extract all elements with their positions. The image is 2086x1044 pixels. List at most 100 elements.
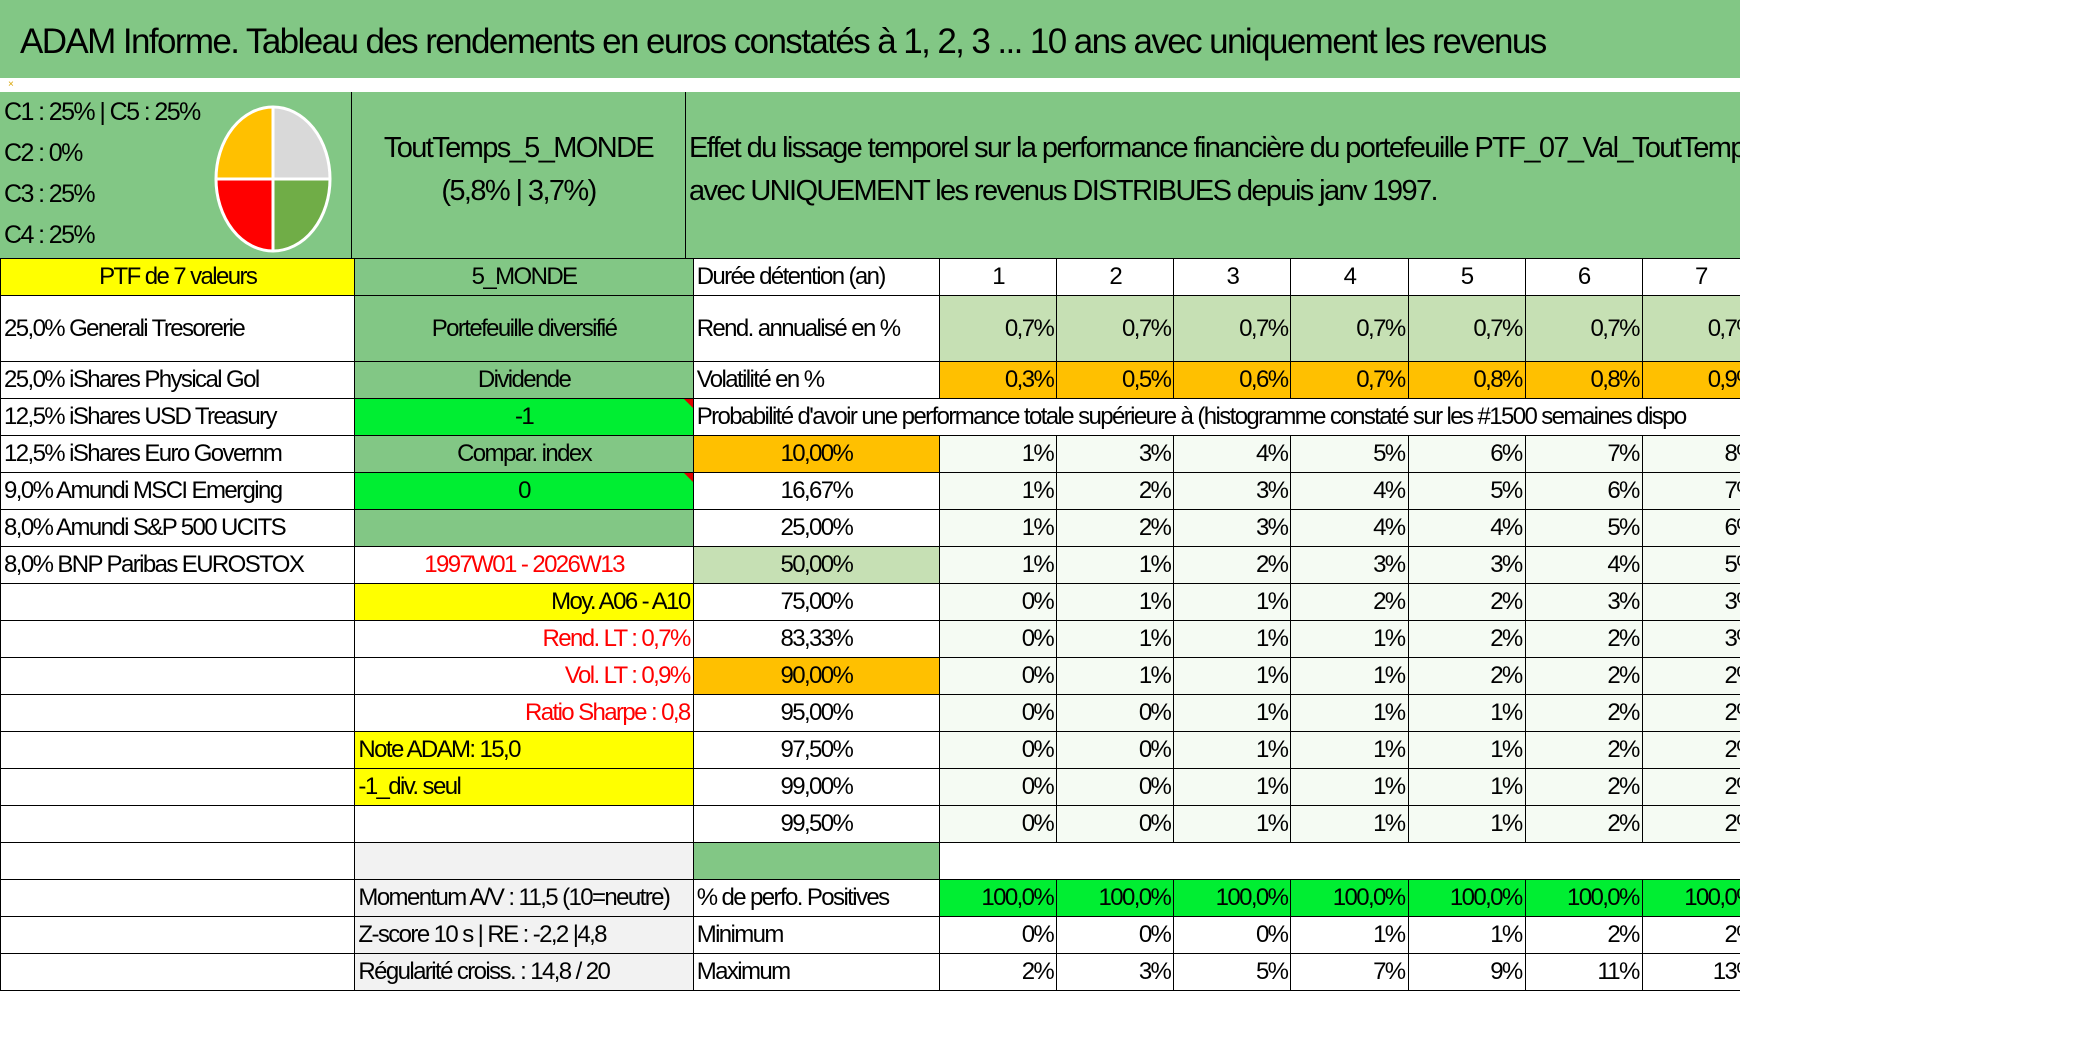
proba-value[interactable]: 2%: [1407, 620, 1526, 658]
positives-value[interactable]: 100,0%: [1407, 879, 1526, 917]
proba-value[interactable]: 4%: [1407, 509, 1526, 547]
proba-value[interactable]: 2%: [1173, 546, 1292, 584]
proba-value[interactable]: 1%: [1173, 694, 1292, 732]
moy-label[interactable]: Moy. A06 - A10: [354, 583, 694, 621]
empty-cell[interactable]: [0, 879, 356, 917]
empty-cell[interactable]: [354, 509, 694, 547]
proba-threshold[interactable]: 83,33%: [692, 620, 941, 658]
rend-value[interactable]: 0,7%: [1524, 295, 1643, 362]
proba-value[interactable]: 5%: [1641, 546, 1740, 584]
proba-value[interactable]: 0%: [939, 731, 1058, 769]
proba-threshold[interactable]: 50,00%: [692, 546, 941, 584]
year-3[interactable]: 3: [1173, 258, 1292, 296]
proba-value[interactable]: 3%: [1524, 583, 1643, 621]
proba-header[interactable]: Probabilité d'avoir une performance tota…: [692, 398, 1740, 436]
proba-threshold[interactable]: 97,50%: [692, 731, 941, 769]
proba-value[interactable]: 2%: [1524, 657, 1643, 695]
proba-value[interactable]: 2%: [1641, 657, 1740, 695]
proba-value[interactable]: 5%: [1407, 472, 1526, 510]
vol-lt[interactable]: Vol. LT : 0,9%: [354, 657, 694, 695]
empty-cell[interactable]: [0, 916, 356, 954]
proba-value[interactable]: 1%: [939, 472, 1058, 510]
minimum-value[interactable]: 0%: [1173, 916, 1292, 954]
compar-label[interactable]: Compar. index: [354, 435, 694, 473]
minimum-value[interactable]: 1%: [1407, 916, 1526, 954]
empty-cell[interactable]: [0, 620, 356, 658]
proba-value[interactable]: 2%: [1407, 583, 1526, 621]
proba-value[interactable]: 2%: [1524, 620, 1643, 658]
rend-value[interactable]: 0,7%: [1173, 295, 1292, 362]
minimum-label[interactable]: Minimum: [692, 916, 941, 954]
rend-value[interactable]: 0,7%: [1290, 295, 1409, 362]
year-6[interactable]: 6: [1524, 258, 1643, 296]
proba-value[interactable]: 1%: [1290, 805, 1409, 843]
proba-value[interactable]: 1%: [1173, 768, 1292, 806]
rend-value[interactable]: 0,7%: [939, 295, 1058, 362]
proba-value[interactable]: 5%: [1524, 509, 1643, 547]
proba-value[interactable]: 4%: [1290, 509, 1409, 547]
proba-value[interactable]: 0%: [939, 805, 1058, 843]
holding-3[interactable]: 12,5% iShares USD Treasury: [0, 398, 356, 436]
proba-value[interactable]: 6%: [1641, 509, 1740, 547]
proba-value[interactable]: 1%: [1173, 731, 1292, 769]
minimum-value[interactable]: 2%: [1524, 916, 1643, 954]
proba-value[interactable]: 1%: [1407, 768, 1526, 806]
empty-cell[interactable]: [0, 731, 356, 769]
holding-7[interactable]: 8,0% BNP Paribas EUROSTOX: [0, 546, 356, 584]
dividend-label[interactable]: Dividende: [354, 361, 694, 399]
proba-value[interactable]: 0%: [939, 768, 1058, 806]
proba-value[interactable]: 2%: [1056, 509, 1175, 547]
proba-value[interactable]: 1%: [939, 435, 1058, 473]
proba-threshold[interactable]: 90,00%: [692, 657, 941, 695]
adam-note[interactable]: Note ADAM: 15,0: [354, 731, 694, 769]
proba-value[interactable]: 6%: [1524, 472, 1643, 510]
rend-value[interactable]: 0,7%: [1056, 295, 1175, 362]
rend-value[interactable]: 0,7%: [1407, 295, 1526, 362]
vol-value[interactable]: 0,3%: [939, 361, 1058, 399]
sharpe-ratio[interactable]: Ratio Sharpe : 0,8: [354, 694, 694, 732]
proba-value[interactable]: 1%: [1056, 546, 1175, 584]
holding-4[interactable]: 12,5% iShares Euro Governm: [0, 435, 356, 473]
empty-cell[interactable]: [0, 768, 356, 806]
period-label[interactable]: 1997W01 - 2026W13: [354, 546, 694, 584]
vol-label[interactable]: Volatilité en %: [692, 361, 941, 399]
proba-value[interactable]: 1%: [939, 546, 1058, 584]
proba-value[interactable]: 5%: [1290, 435, 1409, 473]
empty-cell[interactable]: [0, 805, 356, 843]
proba-value[interactable]: 1%: [1056, 583, 1175, 621]
maximum-value[interactable]: 9%: [1407, 953, 1526, 991]
vol-value[interactable]: 0,8%: [1524, 361, 1643, 399]
proba-value[interactable]: 3%: [1641, 583, 1740, 621]
holding-5[interactable]: 9,0% Amundi MSCI Emerging: [0, 472, 356, 510]
minimum-value[interactable]: 0%: [939, 916, 1058, 954]
proba-threshold[interactable]: 99,50%: [692, 805, 941, 843]
maximum-value[interactable]: 3%: [1056, 953, 1175, 991]
year-5[interactable]: 5: [1407, 258, 1526, 296]
proba-value[interactable]: 1%: [1056, 620, 1175, 658]
maximum-value[interactable]: 13%: [1641, 953, 1740, 991]
proba-value[interactable]: 1%: [1173, 583, 1292, 621]
maximum-value[interactable]: 5%: [1173, 953, 1292, 991]
proba-value[interactable]: 0%: [1056, 768, 1175, 806]
vol-value[interactable]: 0,5%: [1056, 361, 1175, 399]
proba-value[interactable]: 1%: [1173, 657, 1292, 695]
regularite[interactable]: Régularité croiss. : 14,8 / 20: [354, 953, 694, 991]
proba-value[interactable]: 2%: [1407, 657, 1526, 695]
maximum-value[interactable]: 11%: [1524, 953, 1643, 991]
proba-value[interactable]: 1%: [1290, 768, 1409, 806]
proba-value[interactable]: 0%: [939, 657, 1058, 695]
proba-value[interactable]: 0%: [939, 620, 1058, 658]
proba-value[interactable]: 1%: [1290, 620, 1409, 658]
proba-value[interactable]: 6%: [1407, 435, 1526, 473]
proba-value[interactable]: 1%: [1173, 620, 1292, 658]
proba-value[interactable]: 3%: [1056, 435, 1175, 473]
proba-value[interactable]: 3%: [1290, 546, 1409, 584]
vol-value[interactable]: 0,8%: [1407, 361, 1526, 399]
positives-value[interactable]: 100,0%: [1524, 879, 1643, 917]
proba-value[interactable]: 1%: [1056, 657, 1175, 695]
empty-cell[interactable]: [0, 694, 356, 732]
proba-value[interactable]: 3%: [1407, 546, 1526, 584]
rend-label[interactable]: Rend. annualisé en %: [692, 295, 941, 362]
proba-value[interactable]: 1%: [1290, 657, 1409, 695]
zone-label[interactable]: 5_MONDE: [354, 258, 694, 296]
